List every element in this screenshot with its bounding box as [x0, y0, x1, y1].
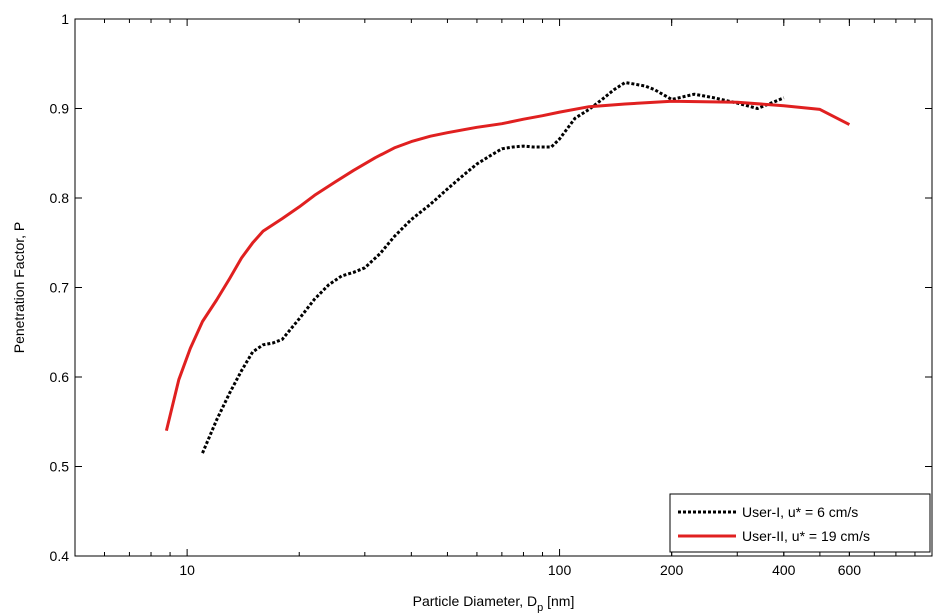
y-tick-label: 0.6 — [50, 369, 70, 385]
y-tick-label: 0.4 — [50, 548, 70, 564]
y-tick-label: 0.5 — [50, 459, 70, 475]
series-lines — [164, 81, 851, 454]
x-axis-label-main: Particle Diameter, D — [413, 593, 537, 609]
plot-area — [74, 18, 933, 557]
x-axis-label: Particle Diameter, Dp [nm] — [413, 593, 575, 613]
y-tick-label: 0.8 — [50, 190, 70, 206]
legend: User-I, u* = 6 cm/s User-II, u* = 19 cm/… — [669, 493, 931, 553]
legend-box — [669, 493, 931, 553]
y-axis-label: Penetration Factor, P — [11, 222, 27, 354]
x-tick-label: 100 — [548, 562, 572, 578]
x-tick-label: 600 — [838, 562, 862, 578]
y-tick-label: 1 — [61, 11, 69, 27]
x-axis-label-subscript: p — [537, 602, 543, 613]
axis-ticks: 10 100 200 400 600 0.4 0.5 0.6 0.7 0.8 0.9 1 — [50, 11, 932, 578]
series-line-user-i — [201, 81, 785, 454]
x-tick-label: 400 — [772, 562, 796, 578]
x-axis-label-unit: [nm] — [543, 593, 574, 609]
series-line-user-ii — [164, 99, 851, 432]
legend-entry-user-i: User-I, u* = 6 cm/s — [742, 504, 858, 520]
legend-entry-user-ii: User-II, u* = 19 cm/s — [742, 528, 870, 544]
x-tick-label: 10 — [179, 562, 195, 578]
y-tick-label: 0.9 — [50, 101, 70, 117]
y-tick-label: 0.7 — [50, 280, 70, 296]
x-tick-label: 200 — [660, 562, 684, 578]
